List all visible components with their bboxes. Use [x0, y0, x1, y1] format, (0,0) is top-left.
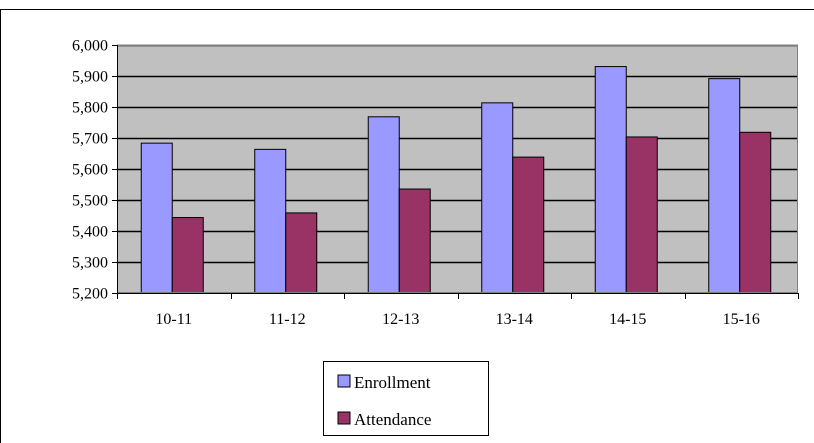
y-axis-tick-labels: 5,200 5,300 5,400 5,500 5,600 5,700 5,800 5,900…	[72, 38, 108, 303]
bar-enrollment-11-12	[254, 148, 287, 294]
bar-enrollment-14-15	[594, 66, 627, 294]
bar-attendance-12-13	[398, 188, 431, 294]
x-tick-label: 13-14	[496, 311, 533, 328]
legend-box	[323, 361, 489, 436]
legend-label-attendance: Attendance	[354, 410, 431, 429]
bar-attendance-14-15	[625, 136, 658, 294]
bar-attendance-10-11	[171, 217, 204, 294]
bar-enrollment-10-11	[140, 142, 173, 294]
bar-enrollment-12-13	[367, 116, 400, 294]
legend-swatch-enrollment	[337, 374, 351, 388]
legend: Enrollment Attendance	[323, 361, 489, 436]
x-tick-label: 14-15	[609, 311, 646, 328]
y-tick-label: 5,700	[72, 131, 108, 148]
x-tick-label: 10-11	[155, 311, 192, 328]
legend-swatch-attendance	[337, 411, 351, 425]
y-tick-label: 5,900	[72, 69, 108, 86]
legend-label-enrollment: Enrollment	[354, 373, 431, 392]
y-tick-label: 6,000	[72, 38, 108, 55]
bar-enrollment-15-16	[708, 78, 741, 294]
y-tick-label: 5,600	[72, 162, 108, 179]
bar-enrollment-13-14	[481, 102, 514, 294]
bars	[140, 66, 772, 294]
x-tick-label: 11-12	[269, 311, 306, 328]
y-tick-label: 5,300	[72, 255, 108, 272]
y-tick-label: 5,800	[72, 100, 108, 117]
y-tick-label: 5,500	[72, 193, 108, 210]
x-tick-label: 12-13	[382, 311, 419, 328]
y-tick-label: 5,400	[72, 224, 108, 241]
y-tick-label: 5,200	[72, 286, 108, 303]
axes	[112, 45, 799, 299]
bar-attendance-15-16	[739, 131, 772, 294]
bar-attendance-13-14	[512, 156, 545, 294]
x-tick-label: 15-16	[723, 311, 760, 328]
bar-attendance-11-12	[285, 212, 318, 294]
x-axis-tick-labels: 10-11 11-12 12-13 13-14 14-15 15-16	[155, 311, 760, 328]
